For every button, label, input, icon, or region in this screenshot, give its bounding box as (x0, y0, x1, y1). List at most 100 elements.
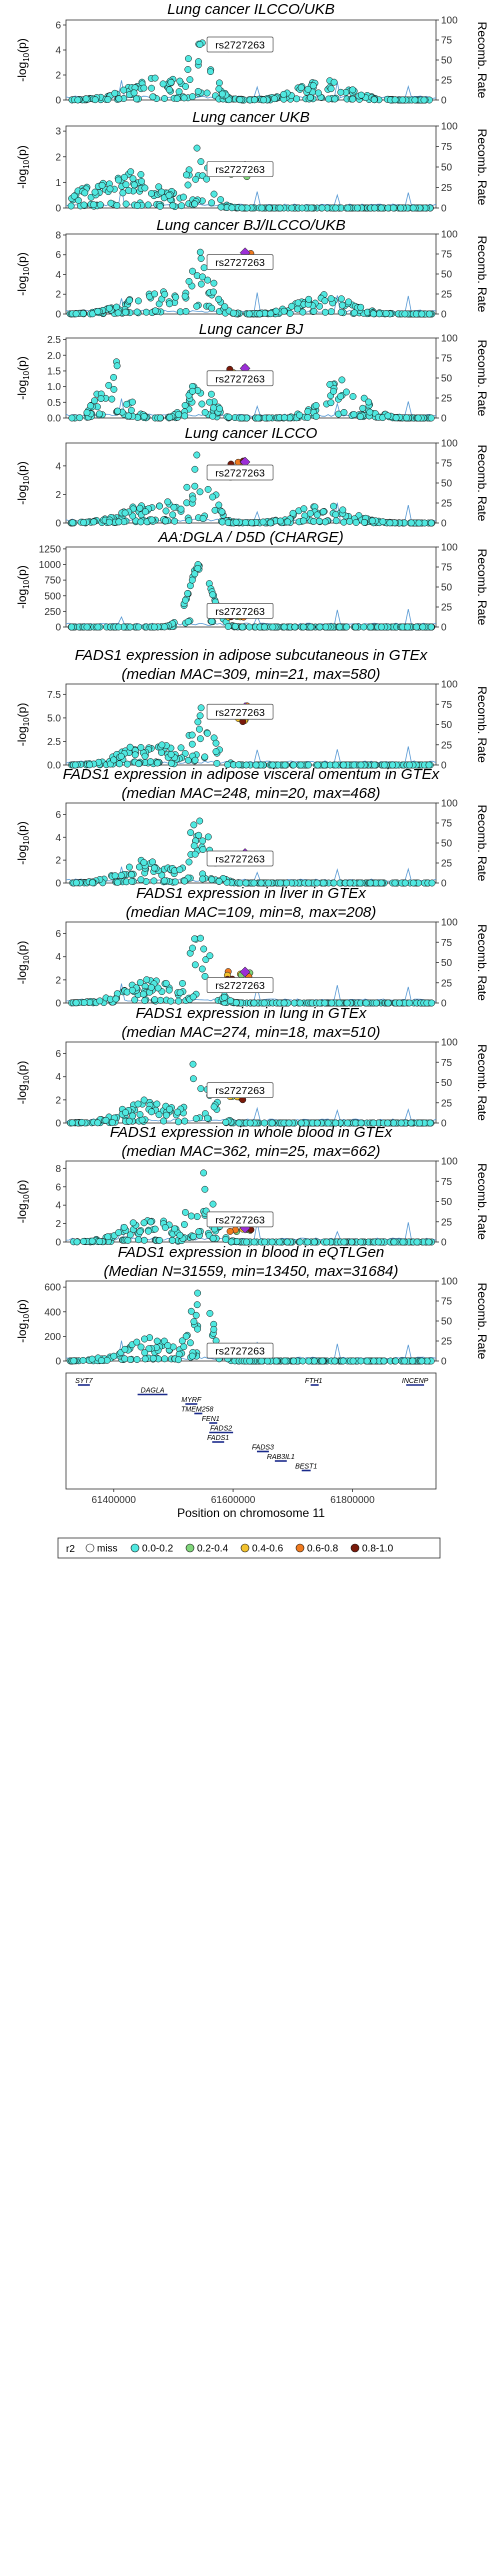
snp-point (194, 1326, 200, 1332)
snp-point (247, 1358, 253, 1364)
snp-point (116, 96, 122, 102)
y-axis-label-rest: (p) (15, 461, 29, 476)
snp-point (156, 1112, 162, 1118)
y-axis-label-rest: (p) (15, 38, 29, 53)
snp-point (311, 308, 317, 314)
snp-point (134, 202, 140, 208)
snp-point (114, 202, 120, 208)
snp-point (207, 1310, 213, 1316)
snp-point (162, 1224, 168, 1230)
snp-point (182, 413, 188, 419)
legend-swatch (351, 1544, 359, 1552)
snp-point (205, 486, 211, 492)
snp-point (187, 1340, 193, 1346)
y-tick-label: 0 (55, 204, 61, 215)
y-axis-label: -log10(p) (15, 941, 31, 985)
snp-point (171, 518, 177, 524)
y2-axis-label: Recomb. Rate (475, 236, 489, 313)
snp-point (390, 205, 396, 211)
snp-point (429, 880, 435, 886)
y-tick-label: 2.5 (47, 335, 61, 346)
y-tick-label: 2 (55, 1219, 61, 1230)
snp-point (210, 405, 216, 411)
snp-point (142, 1356, 148, 1362)
y-axis-label-rest: (p) (15, 1299, 29, 1314)
snp-point (152, 1226, 158, 1232)
snp-point (156, 1237, 162, 1243)
snp-point (307, 510, 313, 516)
snp-point (106, 305, 112, 311)
snp-point (350, 87, 356, 93)
panel-subtitle: (Median N=31559, min=13450, max=31684) (104, 1263, 399, 1280)
snp-point (202, 409, 208, 415)
snp-point (307, 94, 313, 100)
snp-point (189, 268, 195, 274)
snp-point (338, 309, 344, 315)
y2-axis-label: Recomb. Rate (475, 805, 489, 882)
snp-point (161, 95, 167, 101)
snp-point (125, 187, 131, 193)
gene-label: FADS2 (210, 1426, 232, 1433)
snp-point (154, 1338, 160, 1344)
snp-point (134, 309, 140, 315)
y-tick-label: 4 (55, 952, 61, 963)
snp-point (204, 730, 210, 736)
y2-tick-label: 75 (441, 1297, 453, 1308)
y2-tick-label: 25 (441, 499, 453, 510)
y2-tick-label: 0 (441, 1357, 447, 1368)
snp-point (175, 411, 181, 417)
y2-tick-label: 75 (441, 459, 453, 470)
snp-point (183, 308, 189, 314)
lead-snp-callout: rs2727263 (207, 37, 273, 52)
snp-point (410, 205, 416, 211)
snp-point (217, 196, 223, 202)
y2-tick-label: 0 (441, 761, 447, 772)
y2-tick-label: 100 (441, 799, 458, 810)
snp-point (352, 624, 358, 630)
snp-point (325, 96, 331, 102)
snp-point (141, 1220, 147, 1226)
snp-point (202, 754, 208, 760)
snp-point (315, 90, 321, 96)
snp-point (273, 1358, 279, 1364)
panel-title: Lung cancer BJ/ILCCO/UKB (156, 217, 345, 234)
gene-label: MYRF (181, 1397, 202, 1404)
snp-point (185, 182, 191, 188)
snp-point (114, 363, 120, 369)
snp-point (122, 309, 128, 315)
snp-point (367, 880, 373, 886)
snp-point (216, 878, 222, 884)
snp-point (126, 864, 132, 870)
snp-point (118, 872, 124, 878)
y-axis-label: -log10(p) (15, 38, 31, 82)
panel-5: Lung cancer ILCCO024-log10(p)0255075100R… (15, 425, 489, 530)
snp-point (340, 1358, 346, 1364)
snp-point (277, 205, 283, 211)
snp-point (215, 296, 221, 302)
y2-axis-label: Recomb. Rate (475, 445, 489, 522)
y2-axis-label: Recomb. Rate (475, 129, 489, 206)
snp-point (171, 504, 177, 510)
snp-point (328, 295, 334, 301)
y-tick-label: 6 (55, 250, 61, 261)
snp-point (338, 296, 344, 302)
snp-point (207, 68, 213, 74)
y2-tick-label: 0 (441, 414, 447, 425)
snp-point (195, 88, 201, 94)
snp-point (107, 186, 113, 192)
snp-point (400, 1239, 406, 1245)
snp-point (90, 202, 96, 208)
snp-point (149, 517, 155, 523)
lead-snp-callout: rs2727263 (207, 371, 273, 386)
snp-point (402, 1358, 408, 1364)
gene-syt7: SYT7 (75, 1378, 94, 1385)
panel-title: Lung cancer ILCCO (185, 425, 318, 442)
y-tick-label: 2.5 (47, 737, 61, 748)
snp-point (314, 512, 320, 518)
snp-point (345, 299, 351, 305)
panel-title: Lung cancer ILCCO/UKB (167, 1, 335, 18)
snp-point (188, 1213, 194, 1219)
y-axis-label: -log10(p) (15, 145, 31, 189)
snp-point (180, 194, 186, 200)
snp-point (189, 1353, 195, 1359)
